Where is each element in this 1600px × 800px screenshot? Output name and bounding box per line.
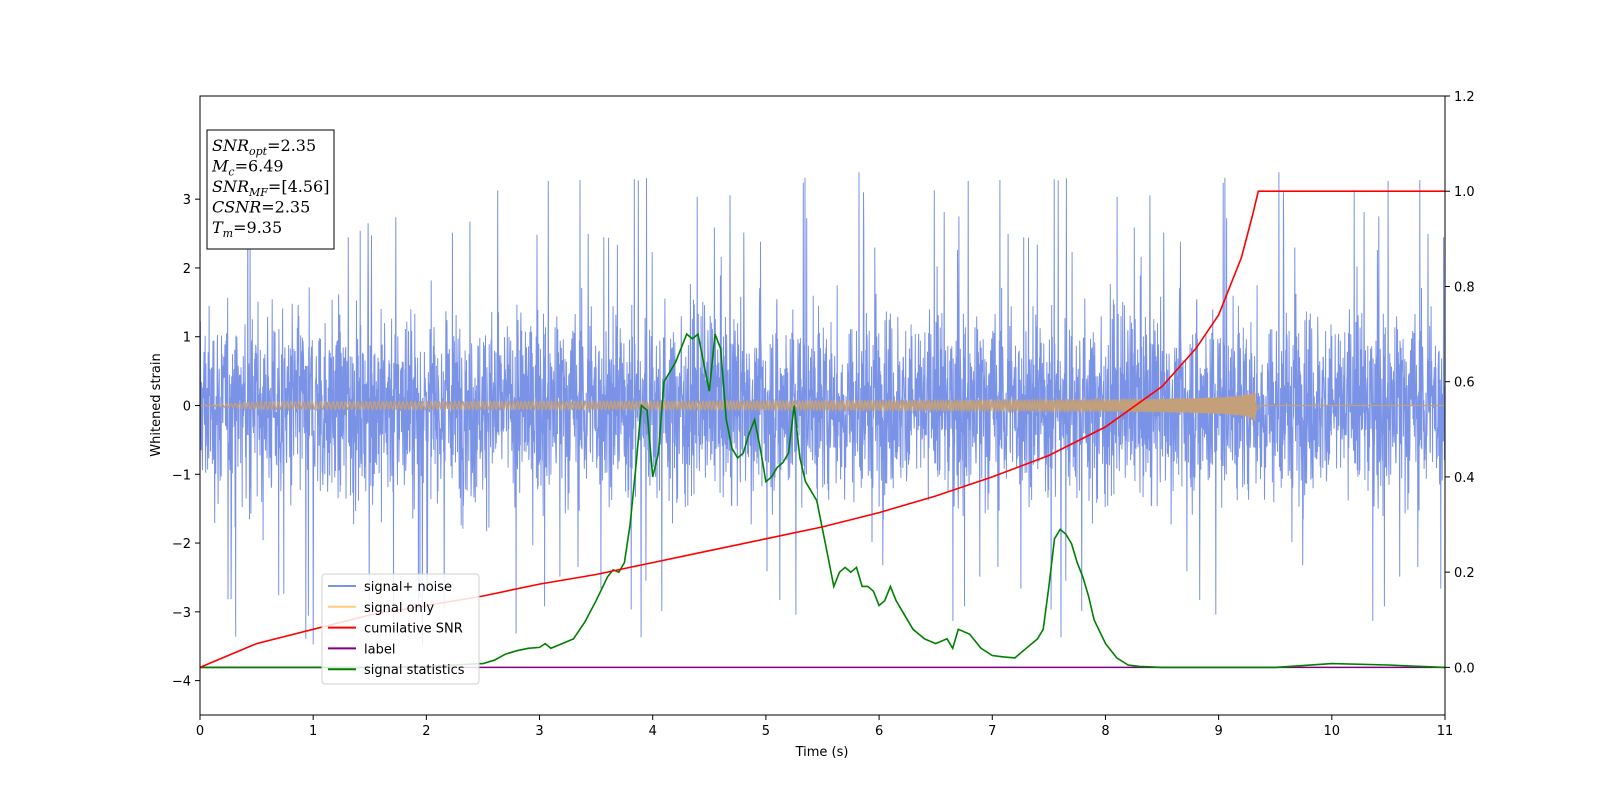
x-tick-label: 11 xyxy=(1437,724,1454,739)
y-tick-label: 1 xyxy=(183,331,191,346)
x-tick-label: 9 xyxy=(1214,724,1222,739)
y-tick-label: 2 xyxy=(183,262,191,277)
legend-frame xyxy=(321,573,480,685)
axes-layer: 0 1 2 3 4 5 6 7 8 9 10 11 −4 −3 −2 −1 0 1 2 3 0.0 0.2 0.4 0.6 0.… xyxy=(172,90,1475,739)
y2-tick-label: 0.6 xyxy=(1454,376,1475,391)
x-tick-label: 4 xyxy=(649,724,657,739)
y-axis-label: Whitened strain xyxy=(149,353,164,456)
annotation-line: CSNR=2.35 xyxy=(212,198,310,217)
x-tick-label: 3 xyxy=(535,724,543,739)
x-tick-label: 10 xyxy=(1324,724,1341,739)
y-tick-label: −1 xyxy=(172,468,191,483)
y-tick-label: −2 xyxy=(172,537,191,552)
x-tick-label: 0 xyxy=(196,724,204,739)
x-tick-label: 1 xyxy=(309,724,317,739)
legend: signal+ noise signal only cumilative SNR la… xyxy=(321,573,480,685)
annotation-frame xyxy=(206,129,335,250)
y-tick-label: −4 xyxy=(172,675,191,690)
legend-label: signal statistics xyxy=(364,663,465,678)
legend-label: signal+ noise xyxy=(364,580,452,595)
y-tick-label: 0 xyxy=(183,400,191,415)
y2-tick-label: 1.0 xyxy=(1454,185,1475,200)
x-tick-label: 6 xyxy=(875,724,883,739)
annotation-line: Tm=9.35 xyxy=(212,218,282,240)
y2-tick-label: 0.8 xyxy=(1454,280,1475,295)
signal-noise-line xyxy=(200,167,1445,645)
x-tick-label: 7 xyxy=(988,724,996,739)
x-tick-label: 5 xyxy=(762,724,770,739)
annotation-line: Mc=6.49 xyxy=(211,157,284,179)
y2-tick-label: 0.2 xyxy=(1454,566,1475,581)
x-tick-label: 2 xyxy=(422,724,430,739)
annotation-line: SNRMF=[4.56] xyxy=(212,177,329,199)
legend-label: signal only xyxy=(364,601,434,616)
y-tick-label: −3 xyxy=(172,606,191,621)
annotation-box: SNRopt=2.35Mc=6.49SNRMF=[4.56]CSNR=2.35T… xyxy=(206,129,335,250)
y2-tick-label: 1.2 xyxy=(1454,90,1475,105)
legend-label: cumilative SNR xyxy=(364,622,463,637)
y2-tick-label: 0.4 xyxy=(1454,471,1475,486)
y-tick-label: 3 xyxy=(183,193,191,208)
x-axis-label: Time (s) xyxy=(795,745,849,760)
signal-statistics-line xyxy=(200,332,1445,669)
x-tick-label: 8 xyxy=(1101,724,1109,739)
legend-label: label xyxy=(364,642,395,657)
signal-only-line xyxy=(200,391,1445,421)
y2-tick-label: 0.0 xyxy=(1454,661,1475,676)
annotation-line: SNRopt=2.35 xyxy=(212,136,316,158)
